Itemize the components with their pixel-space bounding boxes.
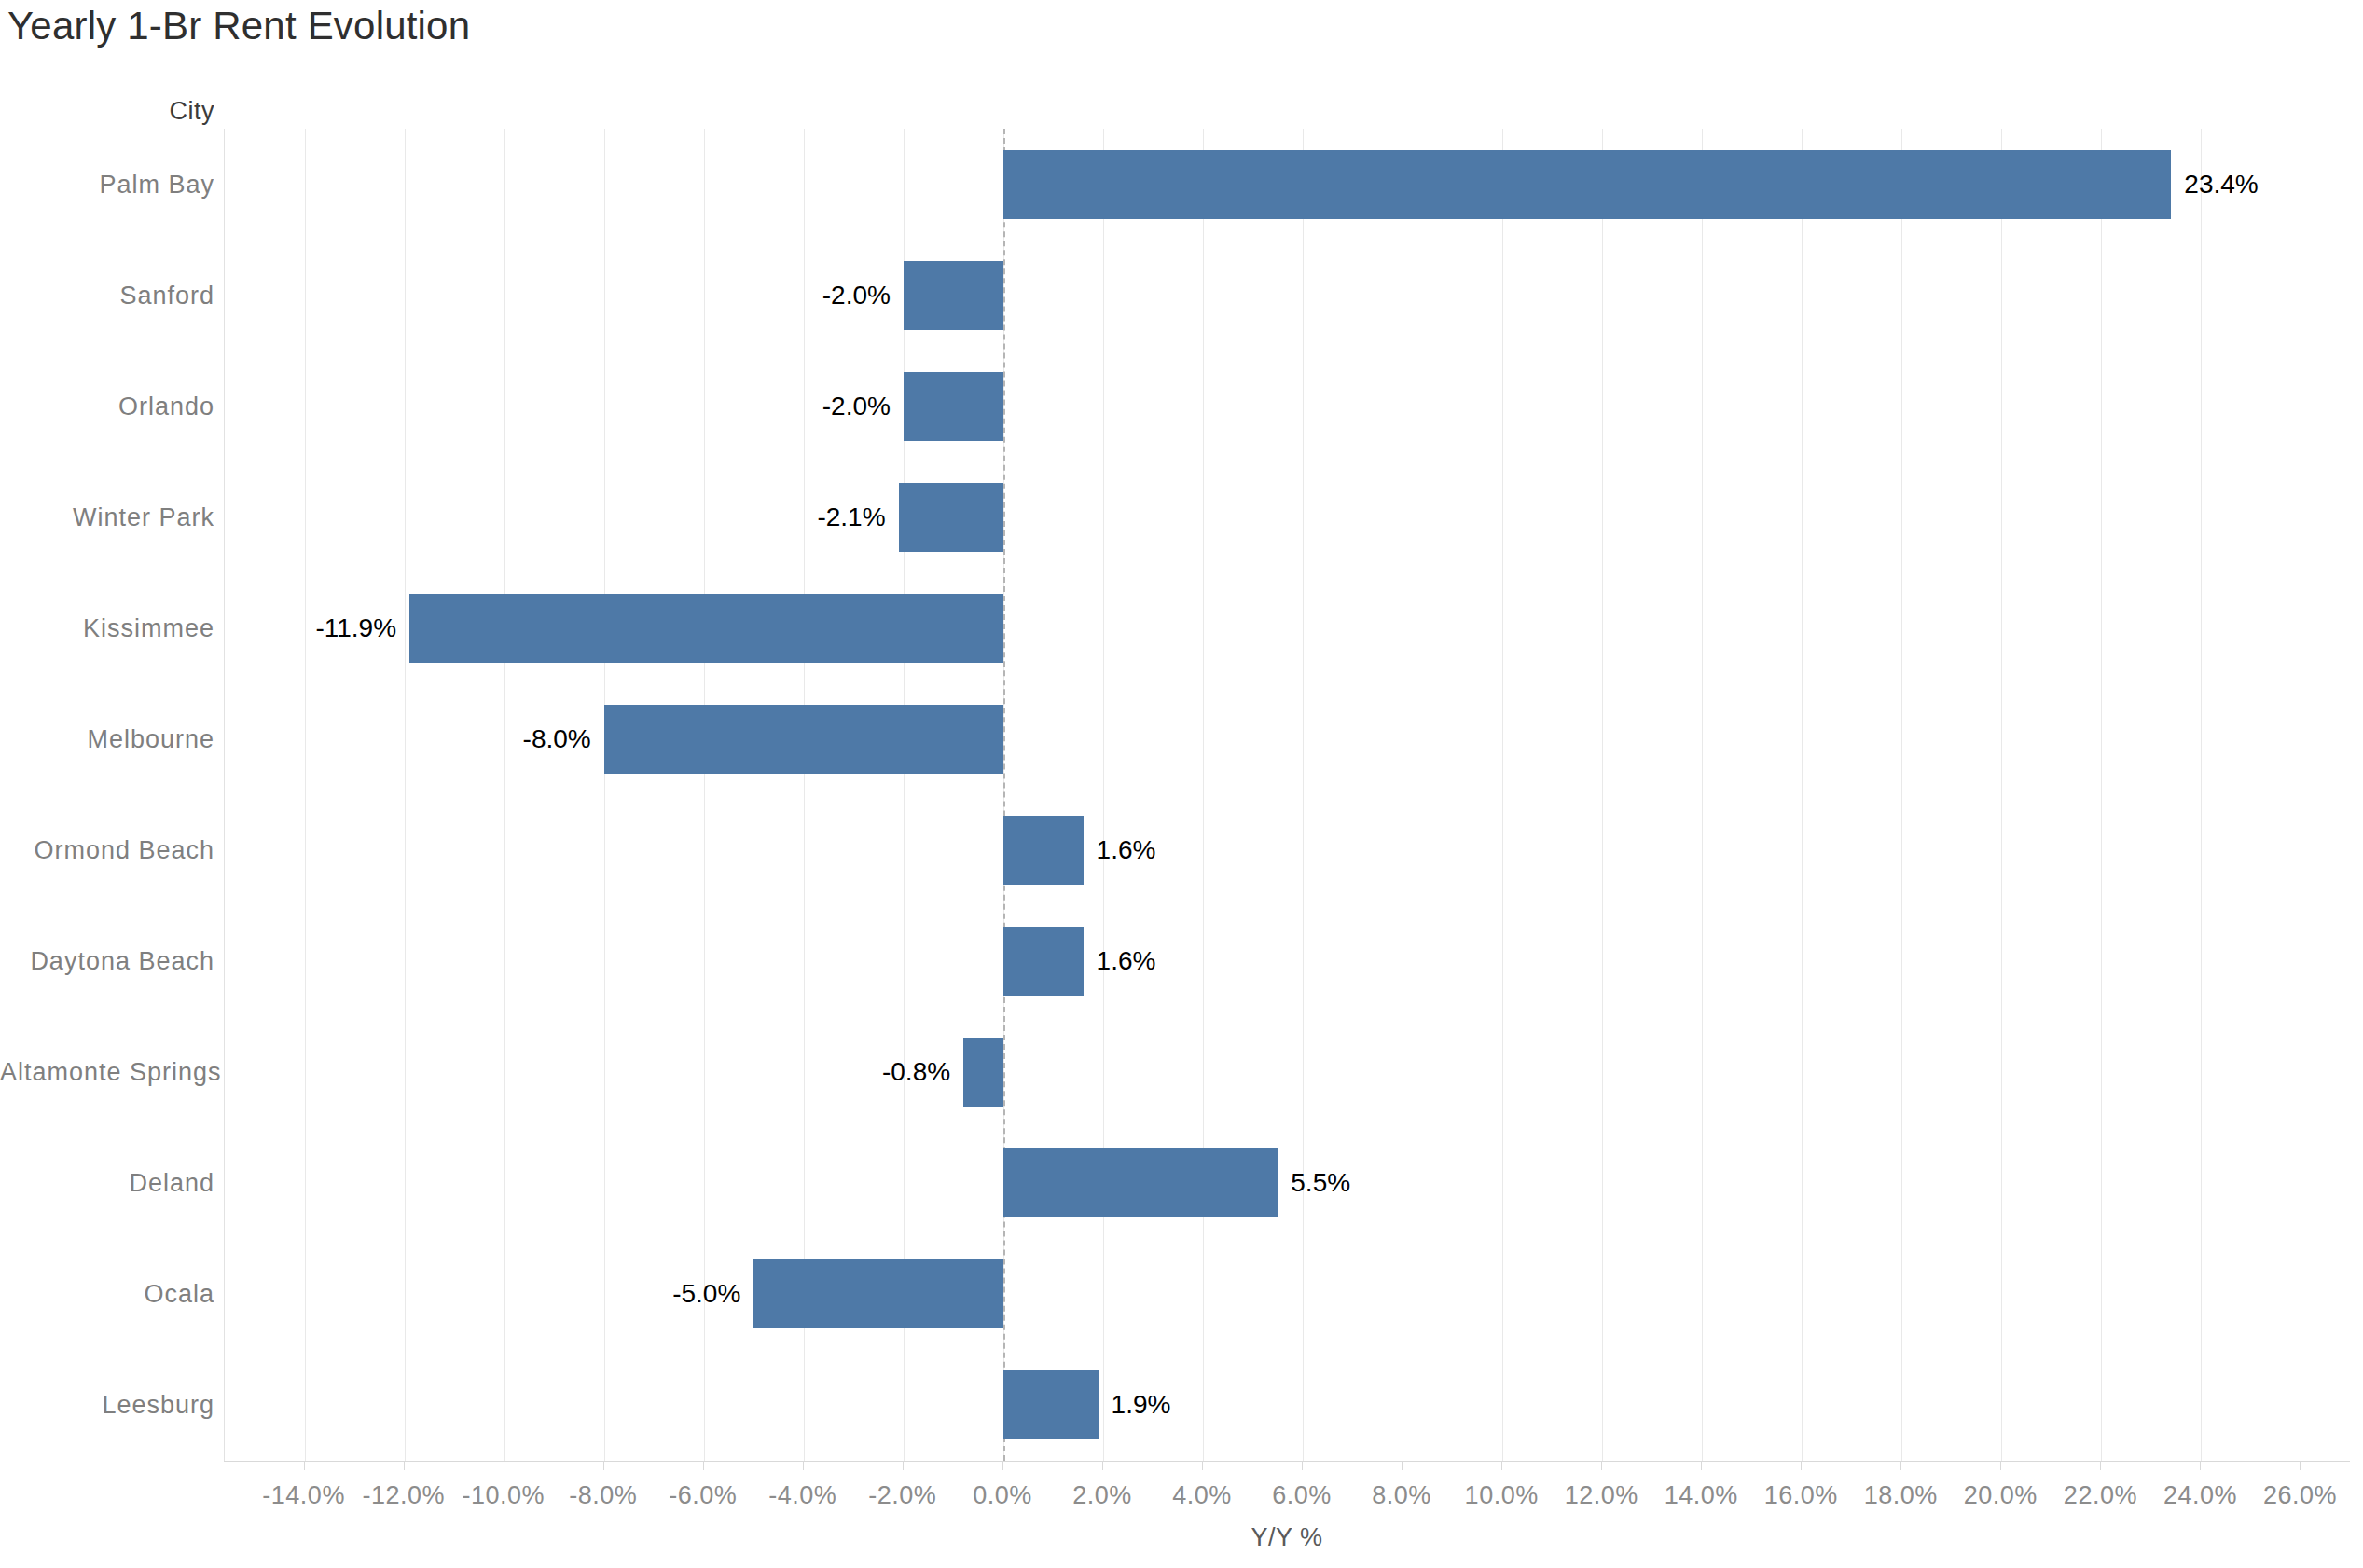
gridline <box>1303 129 1304 1461</box>
tick-mark <box>2100 1461 2101 1470</box>
category-label-orlando: Orlando <box>0 392 214 420</box>
x-tick-label: 26.0% <box>2234 1481 2363 1510</box>
value-label-sanford: -2.0% <box>822 281 891 310</box>
gridline <box>2001 129 2002 1461</box>
tick-mark <box>2200 1461 2201 1470</box>
value-label-winter-park: -2.1% <box>817 502 885 532</box>
gridline <box>704 129 705 1461</box>
category-label-sanford: Sanford <box>0 281 214 309</box>
gridline <box>1502 129 1503 1461</box>
tick-mark <box>1402 1461 1403 1470</box>
zero-baseline <box>1003 129 1005 1461</box>
tick-mark <box>1801 1461 1802 1470</box>
category-label-deland: Deland <box>0 1169 214 1198</box>
value-label-ocala: -5.0% <box>672 1279 740 1309</box>
value-label-kissimmee: -11.9% <box>315 613 396 643</box>
gridline <box>504 129 505 1461</box>
tick-mark <box>1202 1461 1203 1470</box>
value-label-daytona-beach: 1.6% <box>1097 946 1156 976</box>
axis-line <box>224 1461 2350 1462</box>
category-label-daytona-beach: Daytona Beach <box>0 947 214 976</box>
bar-deland[interactable] <box>1003 1148 1278 1217</box>
chart-title: Yearly 1-Br Rent Evolution <box>7 4 470 48</box>
bar-sanford[interactable] <box>904 261 1003 330</box>
tick-mark <box>1002 1461 1003 1470</box>
gridline <box>1203 129 1204 1461</box>
value-label-orlando: -2.0% <box>822 392 891 421</box>
gridline <box>604 129 605 1461</box>
category-label-kissimmee: Kissimmee <box>0 613 214 642</box>
x-axis-title: Y/Y % <box>1175 1523 1399 1552</box>
category-label-palm-bay: Palm Bay <box>0 170 214 199</box>
value-label-ormond-beach: 1.6% <box>1097 835 1156 865</box>
tick-mark <box>1900 1461 1901 1470</box>
tick-mark <box>1701 1461 1702 1470</box>
row-header-city: City <box>0 97 214 126</box>
tick-mark <box>1501 1461 1502 1470</box>
bar-altamonte-springs[interactable] <box>963 1038 1003 1107</box>
gridline <box>305 129 306 1461</box>
value-label-deland: 5.5% <box>1291 1168 1350 1198</box>
category-label-melbourne: Melbourne <box>0 724 214 753</box>
category-label-ocala: Ocala <box>0 1280 214 1309</box>
tick-mark <box>703 1461 704 1470</box>
bar-orlando[interactable] <box>904 372 1003 441</box>
category-axis: Palm Bay Sanford Orlando Winter Park Kissimm… <box>0 129 214 1461</box>
gridline <box>1802 129 1803 1461</box>
gridline <box>2201 129 2202 1461</box>
category-label-winter-park: Winter Park <box>0 502 214 531</box>
tick-mark <box>2300 1461 2301 1470</box>
gridline <box>1901 129 1902 1461</box>
tick-mark <box>1302 1461 1303 1470</box>
tick-mark <box>404 1461 405 1470</box>
bar-palm-bay[interactable] <box>1003 150 2171 219</box>
bar-leesburg[interactable] <box>1003 1370 1099 1439</box>
gridline <box>1702 129 1703 1461</box>
tick-mark <box>304 1461 305 1470</box>
value-label-altamonte-springs: -0.8% <box>882 1057 950 1087</box>
chart-container: Yearly 1-Br Rent Evolution City 23.4% -2.… <box>0 0 2363 1568</box>
tick-mark <box>603 1461 604 1470</box>
category-label-leesburg: Leesburg <box>0 1391 214 1420</box>
value-label-melbourne: -8.0% <box>523 724 591 754</box>
gridline <box>405 129 406 1461</box>
bar-kissimmee[interactable] <box>409 594 1003 663</box>
value-label-palm-bay: 23.4% <box>2184 170 2258 199</box>
tick-mark <box>903 1461 904 1470</box>
gridline <box>2101 129 2102 1461</box>
bar-winter-park[interactable] <box>899 483 1003 552</box>
category-label-ormond-beach: Ormond Beach <box>0 836 214 865</box>
tick-mark <box>2000 1461 2001 1470</box>
gridline <box>1103 129 1104 1461</box>
bar-ocala[interactable] <box>753 1259 1003 1328</box>
category-label-altamonte-springs: Altamonte Springs <box>0 1058 214 1087</box>
gridline <box>1602 129 1603 1461</box>
plot-area: 23.4% -2.0% -2.0% -2.1% -11.9% -8.0% 1.6% 1.6% -… <box>224 129 2351 1461</box>
bar-daytona-beach[interactable] <box>1003 927 1084 996</box>
tick-mark <box>1102 1461 1103 1470</box>
tick-mark <box>803 1461 804 1470</box>
bar-melbourne[interactable] <box>604 705 1003 774</box>
value-label-leesburg: 1.9% <box>1112 1390 1171 1420</box>
bar-ormond-beach[interactable] <box>1003 816 1084 885</box>
tick-mark <box>1601 1461 1602 1470</box>
